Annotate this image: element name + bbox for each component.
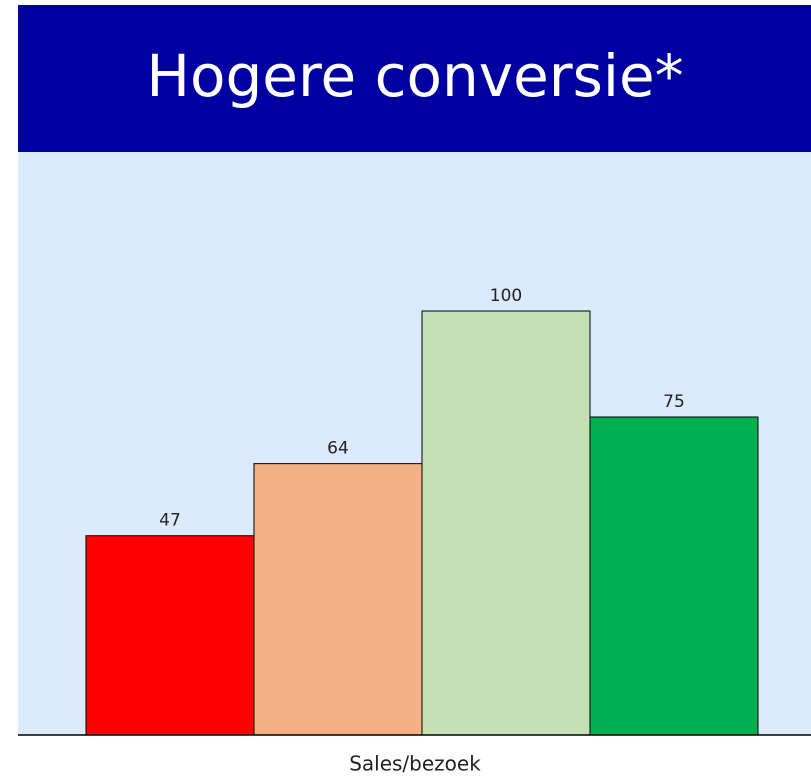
data-label: 75 xyxy=(663,392,685,412)
x-axis-label: Sales/bezoek xyxy=(349,752,481,776)
bar xyxy=(589,416,759,736)
bar xyxy=(253,463,423,736)
title-banner xyxy=(18,5,811,152)
bar xyxy=(85,535,255,736)
data-label: 47 xyxy=(159,511,181,531)
chart-title: Hogere conversie* xyxy=(146,42,683,110)
data-label: 64 xyxy=(327,439,349,459)
bar xyxy=(421,310,591,736)
data-label: 100 xyxy=(490,286,522,306)
